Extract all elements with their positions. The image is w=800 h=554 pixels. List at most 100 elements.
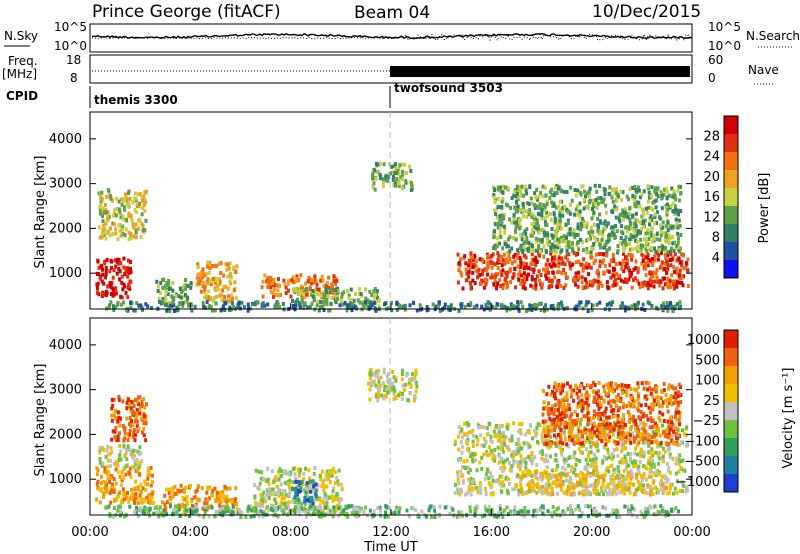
velocity-cell [599,417,602,422]
power-cell [282,278,286,283]
power-cell [178,286,182,291]
velocity-cell [658,410,662,415]
velocity-cell [297,482,301,487]
power-cell [123,284,126,289]
power-cell [587,272,591,277]
power-cell [519,233,522,238]
power-cell [624,256,628,261]
velocity-cell [281,489,285,493]
velocity-cell [98,460,102,465]
velocity-cell [631,460,634,465]
power-cell [524,187,528,192]
velocity-cell [137,401,140,406]
power-cell [553,275,557,280]
power-cell [551,249,555,254]
velocity-cell [594,456,598,461]
power-cell [635,190,639,195]
velocity-cell [591,460,595,465]
power-cell [301,288,305,293]
velocity-cell [501,468,505,473]
velocity-cell [665,479,669,484]
velocity-cell [457,434,460,439]
power-cell [119,215,123,220]
velocity-cell [304,490,308,495]
power-cell [349,287,353,292]
velocity-cell [685,425,689,430]
power-cell [544,193,548,198]
power-cell [644,240,648,245]
velocity-cell [270,503,273,508]
power-cell [625,194,629,199]
velocity-cell [306,494,310,499]
power-cell [649,248,653,253]
velocity-cell [482,425,486,430]
velocity-cell [530,461,534,466]
power-cell [499,189,503,194]
power-cell [650,246,654,250]
power-cell [605,210,608,215]
power-cell [106,210,110,215]
power-cell [664,246,667,251]
power-cell [501,196,505,201]
velocity-cell [497,428,501,432]
velocity-cell [568,475,572,480]
velocity-cell [606,491,610,496]
power-cell [292,287,296,292]
power-cell [630,304,634,309]
power-cell [515,305,519,310]
velocity-cell [307,489,310,494]
velocity-cell [221,489,225,494]
power-cell [539,308,543,313]
velocity-cell [312,471,316,476]
velocity-cell [129,409,133,414]
power-cell [138,217,142,222]
velocity-cell [171,488,175,493]
power-cell [127,270,131,275]
power-cell [506,270,510,275]
power-cell [326,294,330,299]
velocity-cell [118,431,121,436]
power-cell [521,262,525,267]
velocity-cell [461,444,464,449]
velocity-cell [678,453,682,458]
velocity-cell [601,421,605,426]
power-cell [579,300,583,305]
velocity-cell [620,457,624,462]
velocity-cell [181,504,185,509]
velocity-cell [525,441,528,446]
velocity-cell [122,444,126,449]
velocity-cell [291,499,295,504]
power-cell [471,265,475,269]
velocity-cell [133,433,137,438]
power-cell [425,305,429,310]
power-cell [95,283,99,288]
power-cell [612,232,616,237]
velocity-cell [528,444,532,449]
velocity-cell [122,438,126,443]
power-cell [348,301,352,306]
power-cell [177,294,181,299]
power-cell [524,262,528,267]
velocity-cell [460,450,464,455]
velocity-cell [524,491,528,496]
power-cell [534,286,538,291]
power-cell [190,308,194,313]
velocity-cell [617,383,620,388]
velocity-cell [392,391,396,396]
power-cell [600,283,604,288]
velocity-cell [535,490,539,495]
power-cell [463,304,467,309]
power-cell [663,261,667,266]
velocity-cell [467,449,471,454]
power-cell [633,303,637,308]
velocity-cell [142,421,146,426]
power-cell [674,197,678,202]
velocity-cell [685,443,688,448]
velocity-cell [382,370,386,375]
power-cell [510,220,514,225]
power-cell [540,216,544,221]
velocity-cell [623,491,627,496]
power-cell [528,244,532,249]
power-colorbar-swatch [724,134,738,152]
velocity-cell [144,438,148,443]
